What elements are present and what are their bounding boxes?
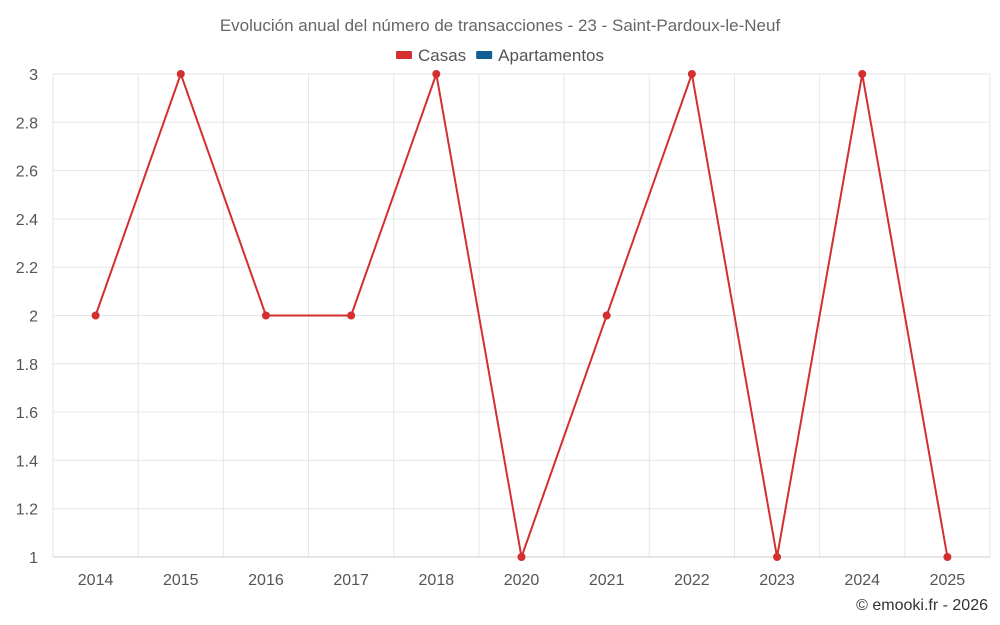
legend-label: Apartamentos <box>498 46 604 65</box>
x-tick-label: 2017 <box>333 572 369 589</box>
series-layer <box>91 70 952 561</box>
y-tick-label: 2.4 <box>16 212 38 229</box>
x-tick-label: 2018 <box>419 572 455 589</box>
y-tick-label: 1.8 <box>16 357 38 374</box>
data-point[interactable] <box>858 70 867 78</box>
y-tick-label: 1.4 <box>16 453 38 470</box>
legend-item-apartamentos[interactable]: Apartamentos <box>476 46 604 65</box>
x-tick-label: 2014 <box>78 572 114 589</box>
x-tick-label: 2021 <box>589 572 625 589</box>
credit-text: © emooki.fr - 2026 <box>856 597 988 614</box>
x-tick-label: 2016 <box>248 572 284 589</box>
y-tick-label: 1.2 <box>16 502 38 519</box>
chart-title: Evolución anual del número de transaccio… <box>220 16 781 35</box>
x-tick-label: 2015 <box>163 572 199 589</box>
data-point[interactable] <box>347 311 356 320</box>
data-point[interactable] <box>943 553 952 561</box>
data-point[interactable] <box>687 70 696 78</box>
data-point[interactable] <box>517 553 526 561</box>
data-point[interactable] <box>432 70 441 78</box>
y-tick-label: 3 <box>29 67 38 84</box>
legend-item-casas[interactable]: Casas <box>395 46 466 65</box>
data-point[interactable] <box>773 553 782 561</box>
legend-swatch <box>395 51 412 59</box>
data-point[interactable] <box>261 311 270 320</box>
y-tick-label: 2 <box>29 309 38 326</box>
y-tick-label: 1.6 <box>16 405 38 422</box>
x-tick-label: 2025 <box>930 572 966 589</box>
legend: Casas Apartamentos <box>395 46 604 65</box>
y-tick-label: 2.6 <box>16 164 38 181</box>
x-tick-label: 2023 <box>759 572 795 589</box>
y-tick-label: 1 <box>29 550 38 567</box>
data-point[interactable] <box>602 311 611 320</box>
data-point[interactable] <box>91 311 100 320</box>
x-tick-label: 2024 <box>844 572 880 589</box>
y-tick-label: 2.2 <box>16 260 38 277</box>
x-tick-label: 2022 <box>674 572 710 589</box>
legend-label: Casas <box>418 46 466 65</box>
data-point[interactable] <box>176 70 185 78</box>
x-axis: 2014 2015 2016 2017 2018 2020 2021 2022 2023 2024… <box>53 556 990 589</box>
x-tick-label: 2020 <box>504 572 540 589</box>
y-tick-label: 2.8 <box>16 115 38 132</box>
grid <box>52 73 991 558</box>
y-axis: 1 1.2 1.4 1.6 1.8 2 2.2 2.4 2.6 2.8 3 <box>16 67 38 567</box>
legend-swatch <box>476 51 493 59</box>
